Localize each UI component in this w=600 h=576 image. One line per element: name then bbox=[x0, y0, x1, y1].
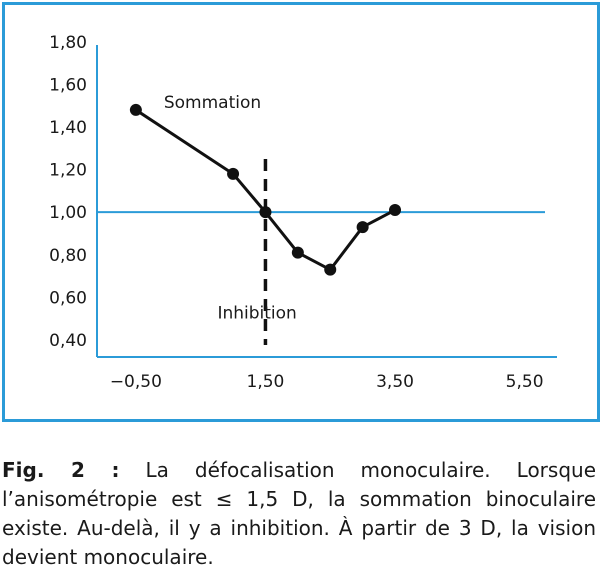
annotation-inhibition: Inhibition bbox=[217, 303, 296, 323]
data-point bbox=[291, 246, 304, 259]
y-tick-label: 0,80 bbox=[49, 246, 87, 266]
y-tick-label: 1,00 bbox=[49, 203, 87, 223]
x-tick-label: −0,50 bbox=[110, 372, 162, 392]
x-tick-label: 1,50 bbox=[247, 372, 285, 392]
data-point bbox=[356, 221, 369, 234]
annotation-sommation: Sommation bbox=[164, 93, 261, 113]
data-point bbox=[227, 167, 240, 180]
data-point bbox=[259, 206, 272, 219]
caption-text: La défocalisation monoculaire. Lorsque l… bbox=[2, 458, 596, 569]
y-tick-label: 1,60 bbox=[49, 75, 87, 95]
x-tick-label: 3,50 bbox=[376, 372, 414, 392]
y-tick-label: 1,20 bbox=[49, 161, 87, 181]
y-tick-label: 0,60 bbox=[49, 288, 87, 308]
chart-frame: 0,40 0,60 0,80 1,00 1,20 1,40 1,60 1,80 −0,50 1,5… bbox=[2, 2, 600, 422]
y-tick-label: 0,40 bbox=[49, 331, 87, 351]
y-tick-label: 1,40 bbox=[49, 118, 87, 138]
data-point bbox=[129, 103, 142, 116]
x-tick-label: 5,50 bbox=[506, 372, 544, 392]
line-chart: 0,40 0,60 0,80 1,00 1,20 1,40 1,60 1,80 −0,50 1,5… bbox=[49, 33, 557, 392]
y-tick-label: 1,80 bbox=[49, 33, 87, 53]
data-point bbox=[324, 263, 337, 276]
caption-label: Fig. 2 : bbox=[2, 458, 120, 482]
figure-caption: Fig. 2 : La défocalisation monoculaire. … bbox=[2, 456, 596, 576]
data-point bbox=[389, 204, 402, 217]
